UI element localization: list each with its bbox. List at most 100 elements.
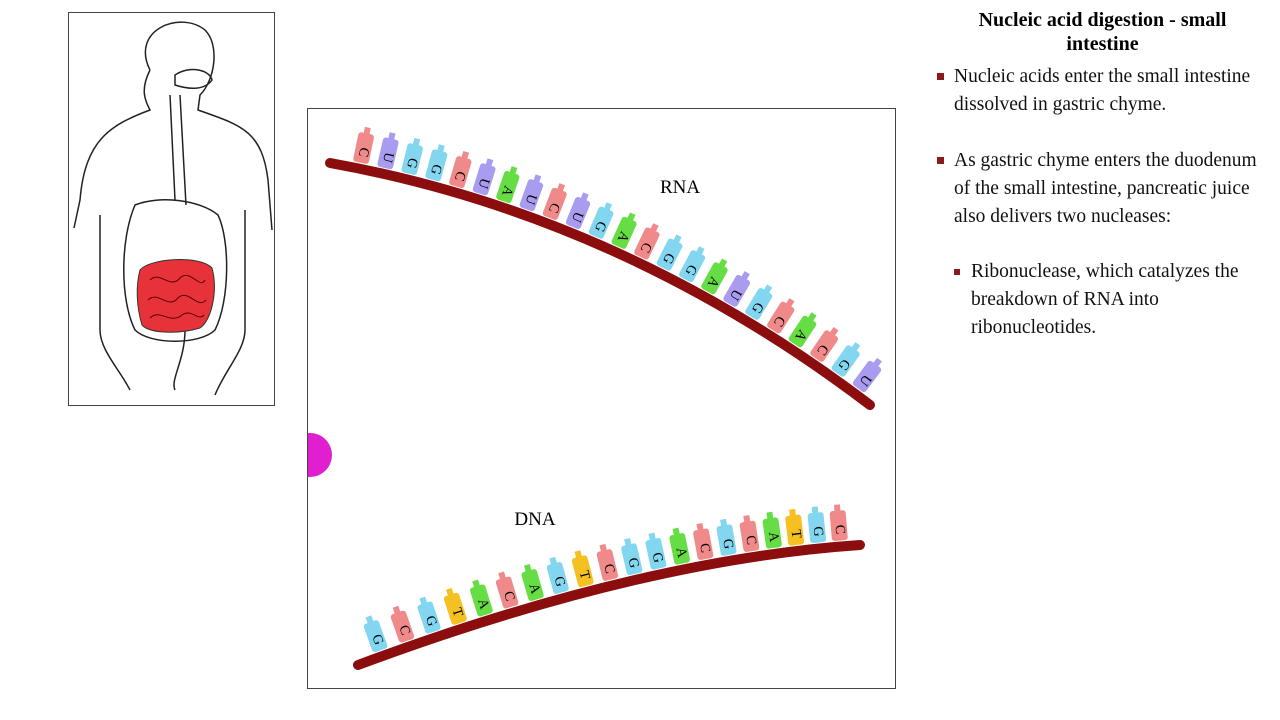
- sub-bullet: Ribonuclease, which catalyzes the breakd…: [954, 258, 1280, 342]
- base-letter: T: [787, 529, 803, 540]
- base-letter: C: [696, 542, 712, 554]
- base-body: [831, 345, 860, 377]
- body-outline: [73, 21, 273, 396]
- base-body: [745, 288, 773, 320]
- base-body: [701, 262, 728, 295]
- nucleotide: G: [546, 556, 569, 594]
- base-body: [810, 330, 839, 362]
- rna-label: RNA: [660, 177, 700, 198]
- nucleotide: T: [571, 550, 594, 588]
- nucleotide: C: [390, 605, 415, 643]
- base-body: [588, 206, 614, 239]
- base-body: [565, 197, 591, 230]
- base-body: [762, 517, 782, 549]
- base-body: [519, 179, 544, 212]
- nucleotide: U: [472, 158, 496, 196]
- base-letter: C: [451, 169, 468, 182]
- nucleotide: G: [807, 506, 827, 544]
- base-body: [449, 156, 472, 188]
- base-body: [401, 143, 423, 175]
- nucleotide: A: [762, 511, 782, 549]
- base-letter: G: [810, 526, 826, 538]
- nucleotide: G: [716, 518, 737, 556]
- nucleotide: G: [679, 246, 706, 283]
- nucleotide: C: [542, 183, 567, 220]
- base-body: [852, 360, 882, 393]
- base-letter: G: [624, 556, 641, 569]
- nucleotide: U: [519, 174, 544, 212]
- base-body: [656, 238, 683, 271]
- nucleotide: A: [470, 579, 493, 617]
- nucleotide: G: [656, 234, 683, 271]
- nucleotide: U: [723, 271, 751, 307]
- base-letter: C: [742, 534, 758, 546]
- backbone: [325, 158, 875, 410]
- base-letter: G: [403, 156, 420, 169]
- base-body: [634, 227, 660, 260]
- base-letter: A: [672, 546, 689, 560]
- base-body: [788, 315, 817, 348]
- base-body: [542, 187, 567, 220]
- base-body: [767, 301, 795, 334]
- base-body: [829, 510, 848, 541]
- base-letter: G: [649, 551, 666, 564]
- nucleotide: C: [767, 298, 795, 334]
- nucleotide: G: [621, 538, 643, 576]
- base-letter: C: [831, 524, 847, 535]
- base-body: [377, 137, 399, 170]
- nucleotide: G: [588, 202, 614, 239]
- nucleotide: C: [449, 151, 472, 188]
- base-body: [417, 601, 441, 634]
- nucleotide: C: [829, 504, 848, 541]
- base-body: [716, 524, 737, 556]
- base-body: [495, 576, 519, 609]
- nucleotide: U: [852, 357, 882, 393]
- base-body: [679, 250, 706, 283]
- base-letter: U: [475, 176, 492, 190]
- intestine-folds: [147, 275, 207, 319]
- base-letter: C: [500, 590, 517, 603]
- base-body: [621, 543, 643, 576]
- small-intestine: [136, 259, 215, 333]
- nucleotide: G: [745, 284, 773, 320]
- nucleotide: C: [739, 515, 760, 552]
- bullet: Nucleic acids enter the small intestine …: [937, 63, 1280, 119]
- nucleotide: A: [611, 212, 637, 249]
- base-letter: G: [422, 614, 439, 628]
- base-body: [472, 163, 496, 196]
- base-body: [596, 549, 619, 581]
- nucleotide: A: [496, 166, 520, 203]
- base-letter: U: [522, 192, 540, 207]
- nucleotide: G: [417, 596, 441, 634]
- base-body: [611, 216, 637, 249]
- base-body: [693, 528, 714, 560]
- base-body: [353, 132, 374, 164]
- backbone: [353, 540, 865, 670]
- nucleotide: C: [353, 126, 374, 164]
- base-body: [571, 555, 594, 588]
- base-body: [723, 274, 751, 307]
- nucleotide: T: [785, 508, 805, 546]
- nucleotide: A: [521, 564, 544, 601]
- nucleotide: U: [377, 132, 399, 170]
- base-letter: G: [719, 538, 735, 551]
- base-letter: G: [427, 162, 444, 176]
- base-letter: G: [368, 633, 386, 648]
- nucleotide: G: [425, 144, 448, 182]
- nucleotide: C: [634, 223, 660, 260]
- nucleotide: G: [645, 532, 667, 570]
- base-body: [645, 538, 667, 570]
- nucleotide: G: [363, 615, 388, 653]
- base-letter: C: [600, 563, 617, 576]
- nucleotide: C: [693, 523, 714, 560]
- base-body: [546, 562, 569, 594]
- base-body: [739, 520, 760, 552]
- base-body: [807, 512, 827, 544]
- base-body: [363, 620, 388, 653]
- nucleotide: C: [596, 543, 619, 581]
- nucleotide: G: [401, 137, 423, 175]
- base-letter: C: [355, 146, 372, 158]
- base-letter: U: [379, 151, 396, 164]
